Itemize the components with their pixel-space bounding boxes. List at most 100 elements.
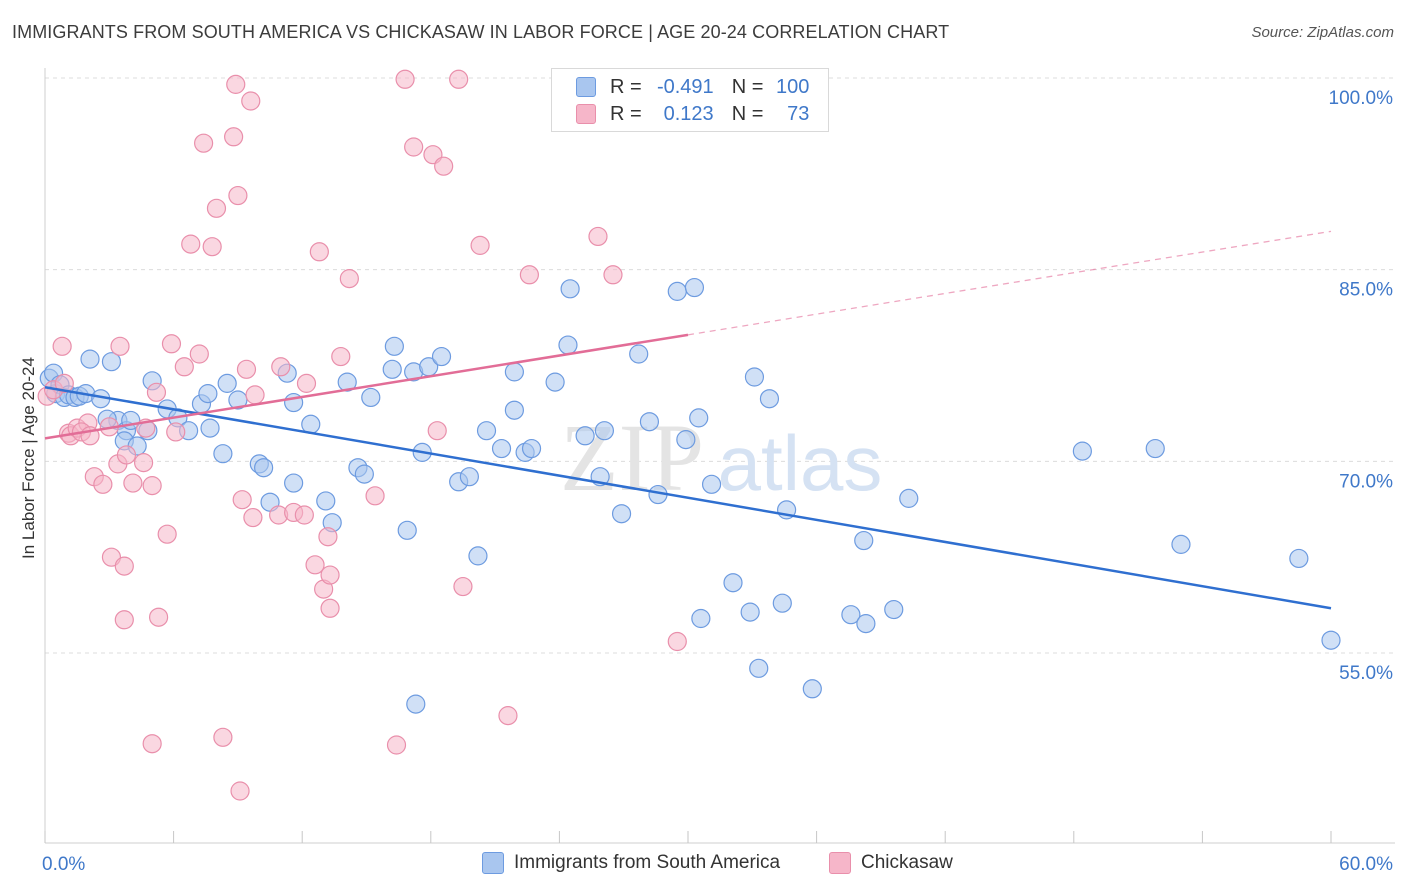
data-point: [157, 524, 177, 544]
data-point: [217, 373, 237, 393]
data-point: [406, 694, 426, 714]
legend-row-immigrants: R = -0.491 N = 100: [576, 73, 809, 101]
data-point: [365, 486, 385, 506]
data-point: [1145, 438, 1165, 459]
data-point: [558, 335, 578, 355]
data-point: [202, 237, 222, 257]
data-point: [384, 336, 404, 356]
data-point: [404, 137, 424, 157]
y-tick-label: 85.0%: [1339, 280, 1393, 301]
data-point: [759, 389, 780, 409]
data-point: [146, 382, 167, 402]
data-point: [271, 357, 291, 377]
legend-label-immigrants: Immigrants from South America: [514, 852, 781, 873]
data-point: [116, 445, 137, 465]
watermark-atlas: atlas: [718, 419, 883, 507]
data-point: [667, 281, 687, 301]
data-point: [174, 357, 194, 377]
y-tick-label: 55.0%: [1339, 663, 1393, 684]
data-point: [305, 555, 325, 575]
tick-labels: 55.0% 70.0% 85.0% 100.0% 0.0% 60.0%: [42, 88, 1393, 875]
data-point: [519, 265, 539, 285]
data-point: [206, 198, 227, 218]
chart-title: IMMIGRANTS FROM SOUTH AMERICA VS CHICKAS…: [12, 22, 950, 42]
data-point: [639, 412, 660, 432]
data-point: [431, 346, 452, 367]
data-point: [114, 610, 134, 630]
data-point: [361, 387, 381, 408]
data-point: [802, 679, 822, 699]
y-axis-label: In Labor Force | Age 20-24: [19, 357, 38, 559]
y-tick-label: 70.0%: [1339, 471, 1393, 492]
data-point: [468, 546, 488, 566]
data-point: [166, 422, 186, 442]
data-point: [93, 474, 113, 494]
data-point: [749, 658, 769, 678]
legend-swatch-immigrants: [576, 77, 596, 97]
data-point: [181, 234, 201, 254]
data-point: [854, 530, 874, 551]
data-point: [744, 367, 765, 387]
data-point: [142, 734, 162, 754]
data-point: [316, 491, 336, 511]
data-point: [54, 373, 74, 393]
data-point: [80, 349, 100, 369]
data-point: [498, 706, 518, 726]
data-point: [213, 444, 233, 464]
data-point: [684, 277, 705, 298]
data-point: [395, 69, 415, 89]
data-point: [521, 438, 542, 459]
data-point: [588, 226, 608, 247]
series-immigrants-south-america: [39, 277, 1341, 714]
legend-label-chickasaw: Chickasaw: [861, 852, 953, 873]
data-point: [296, 373, 317, 393]
data-point: [899, 488, 919, 508]
data-point: [148, 607, 169, 627]
data-point: [504, 400, 524, 420]
data-point: [318, 527, 338, 547]
data-point: [575, 426, 595, 446]
data-point: [740, 602, 760, 622]
data-point: [453, 576, 473, 597]
data-point: [101, 352, 122, 372]
data-point: [611, 504, 632, 524]
trend-lines: [44, 230, 1332, 610]
data-point: [110, 336, 130, 356]
data-point: [133, 453, 154, 473]
data-point: [198, 384, 218, 404]
data-point: [236, 359, 257, 379]
x-tick-label: 0.0%: [42, 854, 85, 875]
legend-n-label: N =: [731, 75, 764, 98]
legend-r-label: R =: [610, 75, 642, 98]
data-point: [459, 467, 479, 487]
data-point: [884, 599, 904, 620]
data-point: [331, 346, 351, 367]
data-point: [254, 458, 274, 478]
correlation-legend: R = -0.491 N = 100 R = 0.123 N = 73: [551, 68, 829, 132]
data-point: [386, 735, 407, 755]
source-label: Source: ZipAtlas.com: [1251, 24, 1394, 41]
data-point: [230, 781, 250, 801]
trend-line: [44, 385, 1332, 610]
data-point: [320, 598, 340, 618]
data-point: [309, 242, 329, 262]
data-point: [241, 91, 261, 111]
legend-swatch-immigrants: [482, 852, 504, 874]
data-point: [629, 344, 649, 364]
data-point: [337, 372, 357, 392]
data-point: [1321, 630, 1341, 650]
data-point: [284, 473, 304, 493]
data-point: [224, 127, 244, 147]
data-point: [397, 520, 417, 540]
data-point: [560, 279, 580, 299]
data-point: [476, 421, 497, 441]
data-point: [194, 133, 214, 153]
legend-n-value: 100: [776, 75, 810, 98]
data-point: [723, 573, 743, 593]
data-point: [772, 593, 792, 613]
trend-line: [44, 333, 689, 440]
legend-row-chickasaw: R = 0.123 N = 73: [576, 100, 809, 128]
legend-r-value: 0.123: [663, 102, 714, 125]
trend-line-extension: [687, 230, 1332, 336]
